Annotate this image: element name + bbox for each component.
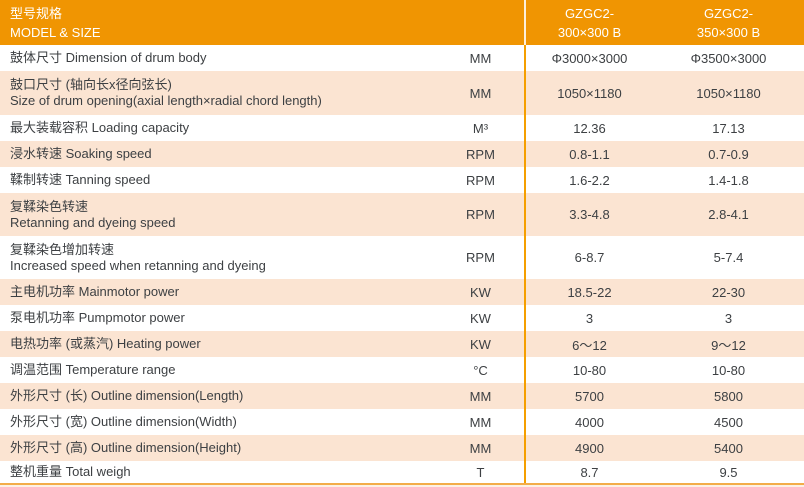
spec-value-model1: 3: [524, 305, 653, 331]
spec-value-model1: 18.5-22: [524, 279, 653, 305]
spec-row-loading-capacity: 最大装载容积 Loading capacity M³ 12.36 17.13: [0, 115, 804, 141]
spec-value-model1: Φ3000×3000: [524, 45, 653, 71]
spec-label: 调温范围 Temperature range: [0, 357, 437, 383]
spec-label: 外形尺寸 (宽) Outline dimension(Width): [0, 409, 437, 435]
model-column-header-2: GZGC2- 350×300 B: [653, 0, 804, 45]
spec-value-model2: 9.5: [653, 461, 804, 483]
spec-value-model1: 4000: [524, 409, 653, 435]
spec-label: 泵电机功率 Pumpmotor power: [0, 305, 437, 331]
table-title-zh: 型号规格: [10, 5, 63, 21]
spec-value-model2: 0.7-0.9: [653, 141, 804, 167]
spec-value-model2: 4500: [653, 409, 804, 435]
spec-row-heating-power: 电热功率 (或蒸汽) Heating power KW 6～12 9～12: [0, 331, 804, 357]
spec-value-model1: 8.7: [524, 461, 653, 483]
spec-label: 浸水转速 Soaking speed: [0, 141, 437, 167]
table-bottom-strip: [0, 485, 804, 487]
spec-row-outline-height: 外形尺寸 (高) Outline dimension(Height) MM 49…: [0, 435, 804, 461]
table-title-en: MODEL & SIZE: [10, 24, 101, 40]
spec-row-tanning-speed: 鞣制转速 Tanning speed RPM 1.6-2.2 1.4-1.8: [0, 167, 804, 193]
spec-value-model1: 1.6-2.2: [524, 167, 653, 193]
spec-value-model2: 1.4-1.8: [653, 167, 804, 193]
spec-row-pumpmotor-power: 泵电机功率 Pumpmotor power KW 3 3: [0, 305, 804, 331]
spec-unit: MM: [437, 409, 525, 435]
spec-unit: KW: [437, 331, 525, 357]
spec-value-model1: 0.8-1.1: [524, 141, 653, 167]
spec-row-retanning-dyeing-speed: 复鞣染色转速 Retanning and dyeing speed RPM 3.…: [0, 193, 804, 236]
spec-value-model1: 10-80: [524, 357, 653, 383]
spec-label: 主电机功率 Mainmotor power: [0, 279, 437, 305]
spec-row-increased-speed: 复鞣染色增加转速 Increased speed when retanning …: [0, 236, 804, 279]
spec-unit: RPM: [437, 167, 525, 193]
spec-label: 鞣制转速 Tanning speed: [0, 167, 437, 193]
spec-unit: MM: [437, 435, 525, 461]
spec-row-outline-length: 外形尺寸 (长) Outline dimension(Length) MM 57…: [0, 383, 804, 409]
spec-unit: MM: [437, 383, 525, 409]
spec-unit: RPM: [437, 193, 525, 236]
spec-row-soaking-speed: 浸水转速 Soaking speed RPM 0.8-1.1 0.7-0.9: [0, 141, 804, 167]
spec-unit: KW: [437, 305, 525, 331]
model-1-series: GZGC2-: [564, 5, 615, 21]
spec-value-model2: 3: [653, 305, 804, 331]
spec-value-model2: 2.8-4.1: [653, 193, 804, 236]
model-column-header-1: GZGC2- 300×300 B: [524, 0, 653, 45]
spec-label: 整机重量 Total weigh: [0, 461, 437, 483]
spec-value-model2: 9～12: [653, 331, 804, 357]
spec-row-temperature-range: 调温范围 Temperature range °C 10-80 10-80: [0, 357, 804, 383]
spec-value-model1: 1050×1180: [524, 71, 653, 115]
spec-row-mainmotor-power: 主电机功率 Mainmotor power KW 18.5-22 22-30: [0, 279, 804, 305]
spec-row-outline-width: 外形尺寸 (宽) Outline dimension(Width) MM 400…: [0, 409, 804, 435]
spec-value-model1: 6-8.7: [524, 236, 653, 279]
spec-value-model1: 5700: [524, 383, 653, 409]
spec-unit: RPM: [437, 236, 525, 279]
unit-column-header: [437, 0, 525, 45]
spec-value-model2: 5800: [653, 383, 804, 409]
spec-unit: MM: [437, 45, 525, 71]
spec-label: 最大装载容积 Loading capacity: [0, 115, 437, 141]
spec-label: 鼓口尺寸 (轴向长x径向弦长) Size of drum opening(axi…: [0, 71, 437, 115]
spec-label: 鼓体尺寸 Dimension of drum body: [0, 45, 437, 71]
spec-value-model1: 4900: [524, 435, 653, 461]
spec-value-model2: 10-80: [653, 357, 804, 383]
table-bottom-border: [0, 483, 804, 485]
spec-label: 电热功率 (或蒸汽) Heating power: [0, 331, 437, 357]
model-2-series: GZGC2-: [703, 5, 754, 21]
spec-value-model1: 3.3-4.8: [524, 193, 653, 236]
table-header-row: 型号规格 MODEL & SIZE GZGC2- 300×300 B GZGC2…: [0, 0, 804, 45]
spec-unit: MM: [437, 71, 525, 115]
spec-row-drum-body-dimension: 鼓体尺寸 Dimension of drum body MM Φ3000×300…: [0, 45, 804, 71]
spec-unit: KW: [437, 279, 525, 305]
spec-value-model2: 1050×1180: [653, 71, 804, 115]
spec-label: 复鞣染色增加转速 Increased speed when retanning …: [0, 236, 437, 279]
spec-row-drum-opening-size: 鼓口尺寸 (轴向长x径向弦长) Size of drum opening(axi…: [0, 71, 804, 115]
spec-value-model2: 5-7.4: [653, 236, 804, 279]
spec-unit: T: [437, 461, 525, 483]
spec-label: 外形尺寸 (高) Outline dimension(Height): [0, 435, 437, 461]
spec-label: 复鞣染色转速 Retanning and dyeing speed: [0, 193, 437, 236]
spec-row-total-weight: 整机重量 Total weigh T 8.7 9.5: [0, 461, 804, 483]
spec-value-model2: 5400: [653, 435, 804, 461]
model-1-size: 300×300 B: [557, 24, 622, 40]
spec-value-model2: Φ3500×3000: [653, 45, 804, 71]
spec-label: 外形尺寸 (长) Outline dimension(Length): [0, 383, 437, 409]
spec-value-model1: 6～12: [524, 331, 653, 357]
table-title-cell: 型号规格 MODEL & SIZE: [0, 0, 437, 45]
spec-unit: °C: [437, 357, 525, 383]
spec-value-model2: 17.13: [653, 115, 804, 141]
model-2-size: 350×300 B: [696, 24, 761, 40]
spec-unit: RPM: [437, 141, 525, 167]
spec-value-model1: 12.36: [524, 115, 653, 141]
spec-unit: M³: [437, 115, 525, 141]
spec-value-model2: 22-30: [653, 279, 804, 305]
